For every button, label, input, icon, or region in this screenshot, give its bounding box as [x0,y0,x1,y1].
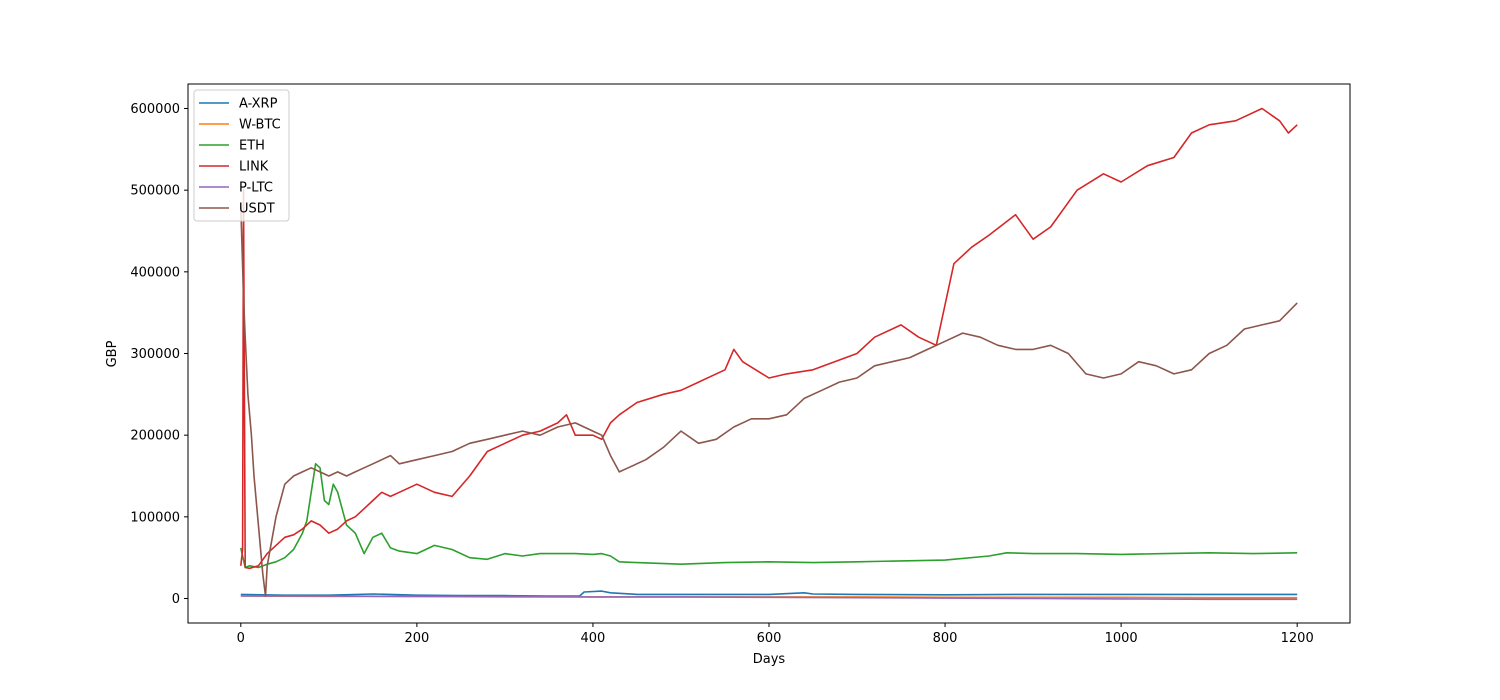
series-line-usdt [240,206,1298,597]
x-tick-label: 400 [581,631,606,646]
legend-label-w-btc: W-BTC [239,118,281,133]
series-layer [240,107,1298,601]
x-tick-label: 1000 [1105,631,1138,646]
legend: A-XRP W-BTC ETH LINK P-LTC USDT [193,89,290,222]
y-tick-label: 500000 [130,184,180,199]
series-line-link [240,107,1298,570]
y-tick-label: 200000 [130,429,180,444]
y-tick-label: 300000 [130,347,180,362]
x-tick-label: 200 [404,631,429,646]
y-tick-label: 100000 [130,510,180,525]
legend-box [193,89,290,222]
series-line-a-xrp [240,590,1298,597]
series-line-p-ltc [240,595,1298,601]
y-axis-label: GBP [105,340,120,367]
legend-label-a-xrp: A-XRP [239,97,278,112]
y-tick-label: 400000 [130,265,180,280]
y-tick-label: 0 [172,592,180,607]
legend-label-eth: ETH [239,139,265,154]
x-axis-label: Days [753,652,786,667]
y-tick-label: 600000 [130,102,180,117]
x-tick-label: 600 [757,631,782,646]
legend-label-link: LINK [239,160,269,175]
ticks-layer: 0 200 400 600 800 1000 1200 0 100000 200000 300000… [130,102,1313,646]
legend-label-p-ltc: P-LTC [239,181,273,196]
series-line-eth [240,462,1298,569]
x-tick-label: 800 [933,631,958,646]
x-tick-label: 0 [237,631,245,646]
legend-label-usdt: USDT [239,202,275,217]
x-tick-label: 1200 [1281,631,1314,646]
